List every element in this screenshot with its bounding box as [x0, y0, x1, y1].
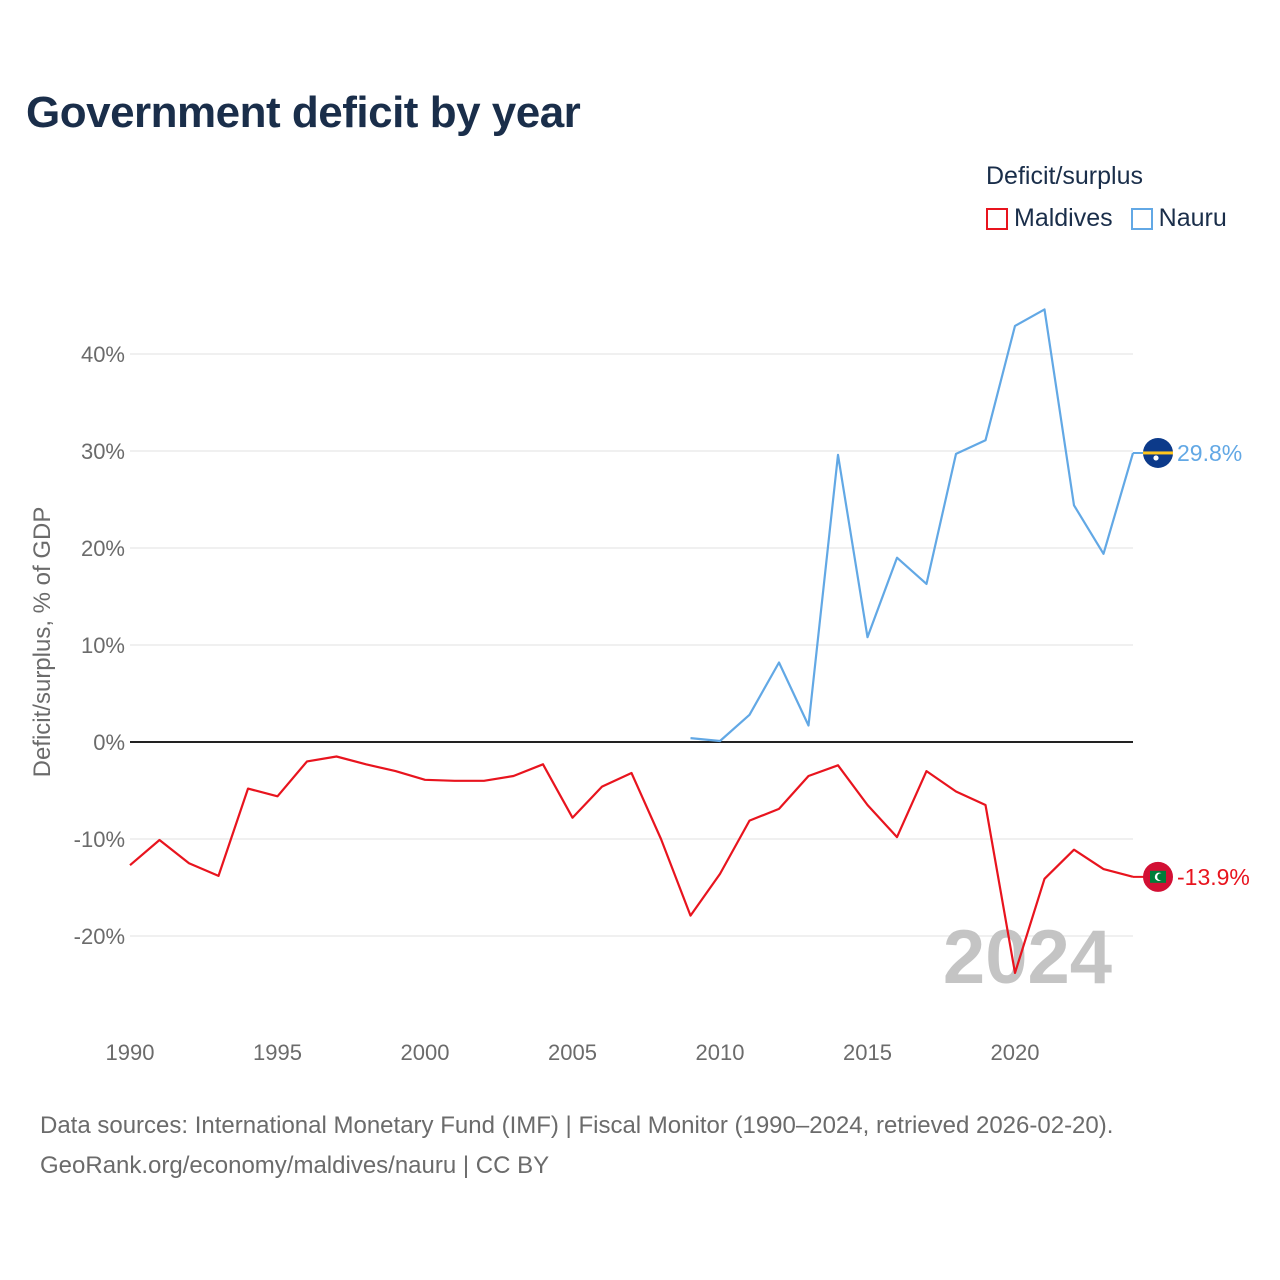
legend-swatch-nauru [1130, 207, 1153, 230]
legend: Maldives Nauru [986, 204, 1227, 233]
y-tick-label: 30% [81, 439, 125, 464]
legend-label-maldives: Maldives [1014, 204, 1113, 232]
maldives-flag-icon [1143, 861, 1173, 892]
y-tick-label: 0% [93, 730, 125, 755]
x-tick-label: 2020 [991, 1040, 1040, 1065]
end-value-label-maldives: -13.9% [1177, 864, 1250, 890]
y-tick-label: 10% [81, 633, 125, 658]
series-end-markers: -13.9% 29.8% [1133, 437, 1250, 892]
grid-lines [130, 353, 1133, 937]
year-watermark: 2024 [943, 915, 1112, 1000]
x-tick-label: 1995 [253, 1040, 302, 1065]
y-tick-label: 20% [81, 536, 125, 561]
y-axis-label: Deficit/surplus, % of GDP [29, 507, 56, 778]
flag-stripe [1143, 451, 1173, 455]
x-tick-label: 1990 [106, 1040, 155, 1065]
y-axis-ticks: 40% 30% 20% 10% 0% -10% -20% [74, 342, 125, 949]
series-line-nauru[interactable] [690, 308, 1135, 743]
x-tick-label: 2015 [843, 1040, 892, 1065]
flag-crescent-cut [1157, 873, 1165, 881]
series-line-maldives[interactable] [129, 755, 1134, 975]
nauru-flag-icon [1143, 437, 1173, 468]
credit-line: GeoRank.org/economy/maldives/nauru | CC … [40, 1152, 550, 1179]
legend-label-nauru: Nauru [1158, 204, 1227, 232]
legend-swatch-maldives [986, 207, 1008, 230]
x-axis-ticks: 1990 1995 2000 2005 2010 2015 2020 [106, 1040, 1040, 1065]
legend-title: Deficit/surplus [986, 162, 1143, 190]
x-tick-label: 2010 [696, 1040, 745, 1065]
y-tick-label: -20% [74, 924, 125, 949]
series-lines [129, 308, 1135, 975]
x-tick-label: 2000 [401, 1040, 450, 1065]
footer: Data sources: International Monetary Fun… [40, 1106, 1113, 1186]
chart-title: Government deficit by year [26, 88, 581, 137]
end-value-label-nauru: 29.8% [1177, 440, 1242, 466]
y-tick-label: 40% [81, 342, 125, 367]
legend-item-maldives[interactable]: Maldives [986, 204, 1113, 233]
legend-item-nauru[interactable]: Nauru [1130, 204, 1227, 233]
data-sources: Data sources: International Monetary Fun… [40, 1112, 1114, 1139]
y-tick-label: -10% [74, 827, 125, 852]
x-tick-label: 2005 [548, 1040, 597, 1065]
flag-star [1153, 455, 1159, 461]
